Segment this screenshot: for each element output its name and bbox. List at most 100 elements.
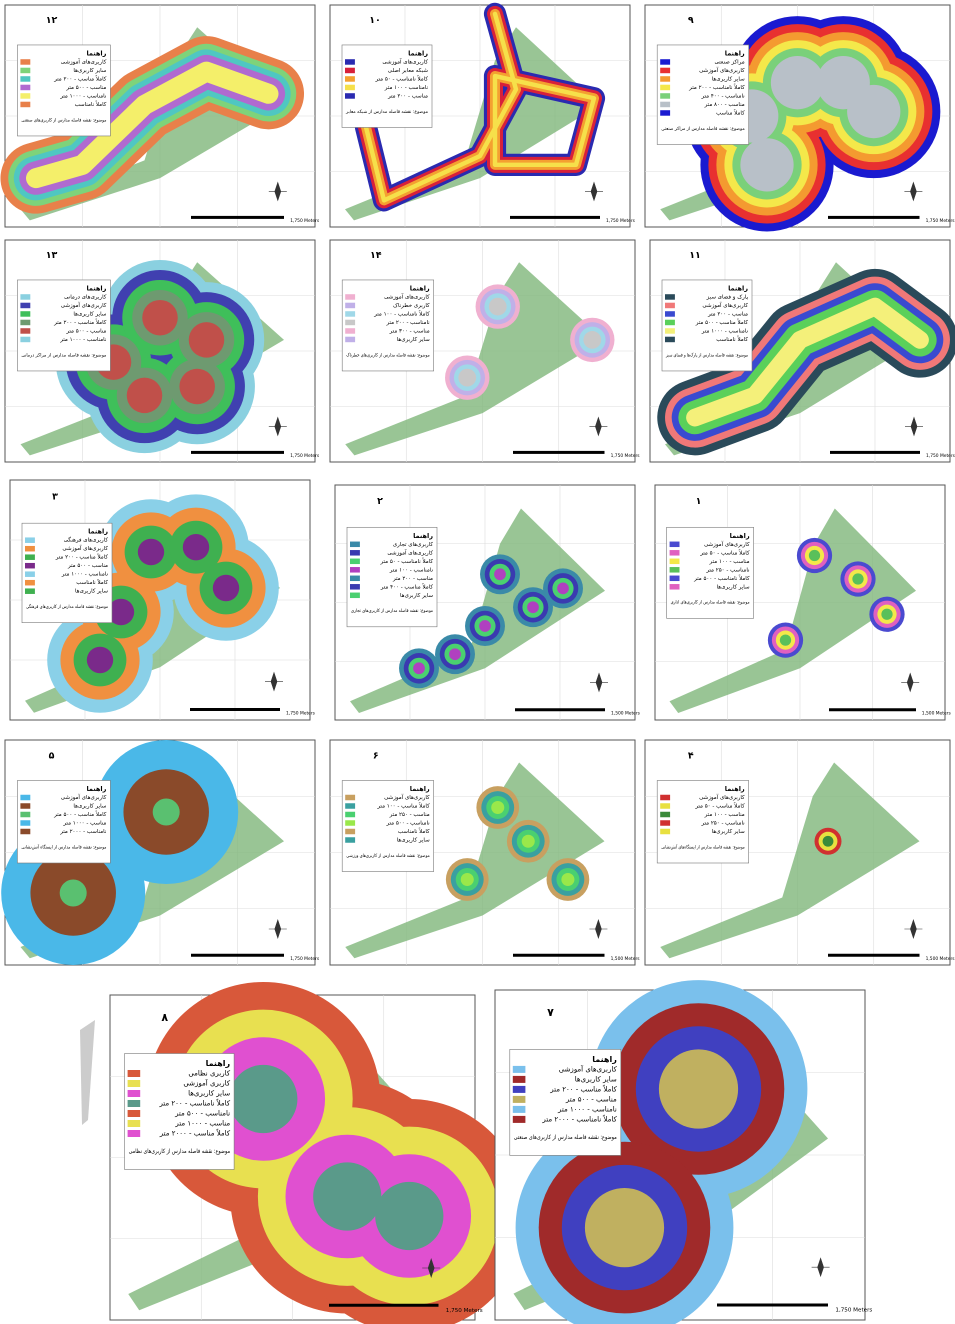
buffer-zone bbox=[363, 11, 519, 203]
scale-label: 1,750 Meters bbox=[290, 218, 320, 224]
scale-bar bbox=[829, 708, 916, 712]
legend-item: کاملاً نامناسب - ۵۰۰ متر bbox=[693, 574, 750, 582]
legend-swatch bbox=[127, 1090, 141, 1097]
buffer-zone bbox=[179, 368, 215, 405]
scale-label: 1,750 Meters bbox=[926, 453, 955, 459]
legend-item: نامناسب - ۵۰۰ متر bbox=[174, 1110, 230, 1118]
north-arrow bbox=[901, 672, 920, 693]
legend-item: کاملاً نامناسب - ۵۰ متر bbox=[374, 75, 428, 83]
legend-subject: موضوع: نقشه فاصله مدارس از ایستگاه آتش‌ن… bbox=[21, 843, 106, 850]
legend-item: مناسب - ۲۰۰ متر bbox=[387, 93, 428, 99]
city-base bbox=[345, 762, 605, 959]
scale-label: 1,500 Meters bbox=[926, 956, 955, 962]
scale-label: 1,750 Meters bbox=[290, 453, 320, 459]
legend-subject: موضوع: نقشه فاصله مدارس از مراکز درمانی bbox=[21, 352, 106, 358]
legend-swatch bbox=[20, 302, 31, 309]
map-number: ۷ bbox=[547, 1006, 554, 1019]
legend-swatch bbox=[660, 84, 671, 91]
legend-swatch bbox=[20, 328, 31, 334]
legend-swatch bbox=[20, 811, 31, 818]
legend-item: کاملاً مناسب - ۵۰۰ متر bbox=[53, 810, 107, 818]
legend-item: مناسب - ۵۰۰ متر bbox=[67, 563, 108, 569]
legend-item: کاربری‌های آموزشی bbox=[61, 58, 107, 65]
legend-item: سایر کاربری‌ها bbox=[75, 588, 108, 595]
north-arrow bbox=[422, 1258, 441, 1278]
legend-swatch bbox=[660, 828, 671, 835]
legend-title: راهنما bbox=[730, 532, 750, 540]
map-number: ۴ bbox=[688, 750, 694, 761]
legend-item: سایر کاربری‌ها bbox=[712, 75, 745, 82]
legend-swatch bbox=[20, 59, 31, 65]
scale-bar bbox=[828, 215, 920, 219]
legend-swatch bbox=[660, 794, 671, 801]
legend-swatch bbox=[660, 67, 671, 74]
buffer-zone bbox=[212, 574, 240, 602]
legend-item: مناسب - ۵۰۰ متر bbox=[65, 85, 106, 91]
legend-box bbox=[341, 780, 435, 872]
legend-swatch bbox=[350, 567, 360, 573]
legend-item: سایر کاربری‌ها bbox=[717, 583, 750, 590]
legend-item: کاملاً نامناسب bbox=[75, 100, 107, 108]
legend-swatch bbox=[350, 550, 360, 556]
legend-swatch bbox=[345, 794, 356, 801]
buffer-zone bbox=[375, 1181, 444, 1251]
legend-swatch bbox=[25, 588, 35, 594]
legend-swatch bbox=[669, 584, 680, 590]
buffer-zone bbox=[852, 573, 864, 585]
legend-item: کاربری‌های آموزشی bbox=[387, 549, 433, 556]
scale-label: 1,750 Meters bbox=[611, 453, 641, 459]
legend-box bbox=[341, 44, 433, 128]
legend-swatch bbox=[660, 110, 671, 116]
legend-swatch bbox=[665, 328, 675, 334]
scale-bar bbox=[513, 450, 605, 454]
legend-swatch bbox=[345, 820, 356, 826]
legend-item: کاملاً نامناسب - ۲۰۰ متر bbox=[688, 83, 745, 91]
legend-item: کاربری‌های آموزشی bbox=[702, 302, 748, 309]
scale-label: 1,750 Meters bbox=[835, 1308, 872, 1314]
buffer-zone bbox=[182, 534, 210, 561]
legend-swatch bbox=[20, 93, 31, 99]
city-base bbox=[350, 508, 605, 713]
legend-item: کاربری‌های آموزشی bbox=[61, 302, 107, 309]
north-arrow bbox=[904, 919, 923, 939]
legend-swatch bbox=[660, 76, 671, 82]
legend-swatch bbox=[20, 67, 31, 74]
buffer-zone bbox=[491, 800, 505, 815]
legend-item: کاربری‌های آموزشی bbox=[382, 58, 428, 65]
legend-title: راهنما bbox=[86, 785, 106, 793]
legend-subject: موضوع: نقشه فاصله مدارس از کاربری‌های صن… bbox=[514, 1134, 617, 1141]
scale-bar bbox=[191, 450, 284, 454]
legend-title: راهنما bbox=[410, 284, 430, 292]
legend-swatch bbox=[669, 550, 680, 556]
legend-swatch bbox=[660, 811, 671, 818]
legend-item: کاملاً مناسب - ۵۰۰ متر bbox=[695, 318, 749, 326]
decor-wedge bbox=[80, 1020, 95, 1125]
legend-subject: موضوع: نقشه فاصله مدارس از کاربری‌های فر… bbox=[26, 603, 108, 610]
legend-swatch bbox=[345, 828, 356, 835]
legend-swatch bbox=[665, 319, 675, 326]
legend-item: نامناسب - ۱۰۰۰ متر bbox=[557, 1105, 617, 1113]
legend-swatch bbox=[20, 84, 31, 91]
north-arrow bbox=[268, 181, 287, 202]
legend-swatch bbox=[20, 794, 31, 801]
scale-bar bbox=[513, 953, 605, 957]
legend-subject: موضوع: نقشه فاصله مدارس از مراکز صنعتی bbox=[661, 126, 745, 132]
legend-swatch bbox=[665, 302, 675, 309]
legend-item: کاربری نظامی bbox=[188, 1070, 230, 1078]
buffer-zone bbox=[26, 61, 279, 189]
legend-item: کاملاً نامناسب - ۲۰۰ متر bbox=[158, 1098, 230, 1107]
legend-item: نامناسب - ۴۰۰ متر bbox=[700, 93, 745, 99]
legend-item: مناسب - ۲۰۰ متر bbox=[707, 311, 748, 317]
legend-swatch bbox=[127, 1110, 141, 1117]
north-arrow bbox=[590, 672, 608, 693]
legend-title: راهنما bbox=[86, 284, 106, 292]
buffer-zone bbox=[494, 568, 506, 581]
legend-box bbox=[17, 780, 111, 864]
scale-bar bbox=[190, 708, 280, 711]
buffer-zone bbox=[313, 1162, 382, 1231]
map-number: ۱۲ bbox=[46, 15, 58, 26]
